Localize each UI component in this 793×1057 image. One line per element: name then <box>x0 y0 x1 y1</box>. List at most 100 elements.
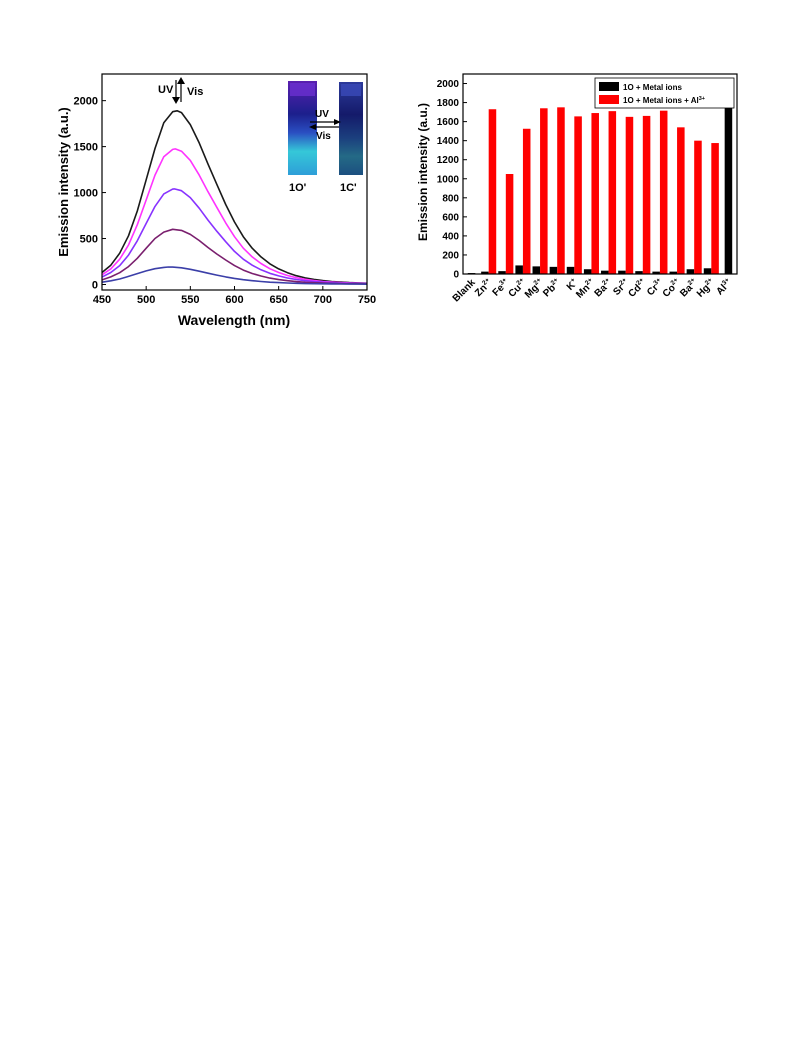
y-tick-label: 200 <box>442 250 459 261</box>
x-tick-label: 750 <box>358 294 376 306</box>
spectrum-line-3 <box>101 188 368 285</box>
y-tick-label: 1500 <box>74 142 98 154</box>
right-arrowhead-icon <box>334 119 341 125</box>
x-axis-ticks: 450 500 550 600 650 700 750 <box>93 286 376 306</box>
bar-metal-ions <box>498 271 506 274</box>
x-tick-label: Zn2+ <box>472 276 495 299</box>
bar-metal-ions <box>601 270 609 274</box>
y-tick-label: 600 <box>442 212 459 223</box>
vial-1o-cap <box>290 83 315 96</box>
y-tick-label: 2000 <box>74 96 98 108</box>
bar-metal-ions-plus-al <box>694 140 702 274</box>
x-tick-label-sup: 2+ <box>704 276 714 286</box>
x-tick-label: Hg2+ <box>694 276 717 299</box>
y-tick-label: 800 <box>442 193 459 204</box>
y-axis-label: Emission intensity (a.u.) <box>416 103 430 241</box>
legend-label-series-2-text: 1O + Metal ions + Al <box>623 96 699 105</box>
bar-metal-ions-plus-al <box>505 174 514 274</box>
x-tick-label: 700 <box>314 294 332 306</box>
x-tick-label: Cd2+ <box>626 276 649 299</box>
x-tick-label: 600 <box>225 294 243 306</box>
vial-1c-image <box>339 82 363 175</box>
x-tick-label: Co2+ <box>660 276 683 299</box>
bar-metal-ions <box>618 270 626 274</box>
y-axis-label: Emission intensity (a.u.) <box>56 107 71 257</box>
bar-metal-ions <box>652 271 660 274</box>
legend-swatch-black <box>599 82 619 91</box>
plot-frame <box>462 73 738 275</box>
y-tick-label: 400 <box>442 231 459 242</box>
x-tick-label: Ba2+ <box>592 276 615 299</box>
x-tick-label-sup: 2+ <box>584 276 594 286</box>
down-arrowhead-icon <box>172 97 180 104</box>
bar-metal-ions <box>724 106 733 274</box>
bar-metal-ions-plus-al <box>557 107 565 274</box>
y-tick-label: 1400 <box>437 136 460 147</box>
bar-metal-ions <box>583 269 592 274</box>
spectrum-line-2 <box>101 148 368 285</box>
x-tick-label: Mn2+ <box>574 276 598 300</box>
x-tick-label-sup: 2+ <box>635 276 645 286</box>
legend-label-series-2: 1O + Metal ions + Al3+ <box>623 96 705 105</box>
x-tick-label-sup: 2+ <box>669 276 679 286</box>
y-tick-label: 0 <box>453 270 459 281</box>
bar-metal-ions <box>566 266 575 274</box>
vial-1o-label: 1O' <box>289 182 307 194</box>
bar-metal-ions <box>669 271 678 274</box>
bar-metal-ions-plus-al <box>574 116 582 274</box>
x-tick-label: Al3+ <box>714 276 735 297</box>
x-tick-label-sup: 3+ <box>721 276 731 286</box>
vial-1c-label: 1C' <box>340 182 357 194</box>
x-tick-label-sup: 2+ <box>618 276 628 286</box>
uv-vis-annotation: UV Vis <box>158 77 203 104</box>
x-tick-label-sup: 2+ <box>550 276 560 286</box>
vial-inset: UV Vis 1O' 1C' <box>288 81 363 194</box>
y-tick-label: 1000 <box>437 174 460 185</box>
x-tick-label-sup: 2+ <box>481 276 491 286</box>
y-axis-ticks: 0 500 1000 1500 2000 <box>74 96 106 291</box>
bar-metal-ions-plus-al <box>642 115 651 275</box>
vis-label: Vis <box>187 86 203 98</box>
plot-frame <box>101 73 368 291</box>
x-tick-label: Ba2+ <box>678 276 701 299</box>
bar-metal-ions-plus-al <box>591 113 599 274</box>
legend-label-series-2-sup: 3+ <box>699 96 705 102</box>
x-tick-label-sup: 3+ <box>498 276 508 286</box>
spectrum-line-1 <box>101 110 368 284</box>
x-tick-label: Mg2+ <box>522 276 546 300</box>
x-tick-label: K+ <box>564 276 580 292</box>
bar-metal-ions-plus-al <box>625 116 634 274</box>
x-tick-label: 500 <box>137 294 155 306</box>
bar-metal-ions <box>481 271 489 274</box>
spectrum-line-5 <box>101 266 368 285</box>
bar-metal-ions <box>515 265 523 274</box>
x-tick-label-sup: 3+ <box>652 276 662 286</box>
vial-1c-cap <box>341 84 361 96</box>
x-axis-label: Wavelength (nm) <box>178 312 290 328</box>
y-tick-label: 1600 <box>437 117 460 128</box>
spectra-curves <box>101 110 368 285</box>
bars <box>467 106 733 275</box>
y-axis-ticks: 0 200 400 600 800 1000 1200 1400 1600 1800 2000 <box>437 79 467 281</box>
bar-metal-ions-plus-al <box>711 143 719 274</box>
legend-swatch-red <box>599 95 619 104</box>
y-tick-label: 500 <box>80 234 98 246</box>
x-tick-label-sup: 2+ <box>601 276 611 286</box>
bar-metal-ions <box>703 268 712 274</box>
left-arrowhead-icon <box>309 124 316 130</box>
bar-metal-ions-plus-al <box>608 111 617 275</box>
x-tick-label: Pb2+ <box>541 276 564 299</box>
bar-metal-ions-plus-al <box>488 109 497 274</box>
x-tick-label: 450 <box>93 294 111 306</box>
y-tick-label: 1200 <box>437 155 460 166</box>
up-arrowhead-icon <box>177 77 185 84</box>
uv-label: UV <box>158 84 174 96</box>
inset-vis-label: Vis <box>316 131 331 142</box>
inset-uv-label: UV <box>315 109 329 120</box>
bar-metal-ions-plus-al <box>522 128 531 274</box>
x-tick-label-sup: 2+ <box>687 276 697 286</box>
bar-metal-ions <box>686 269 695 274</box>
